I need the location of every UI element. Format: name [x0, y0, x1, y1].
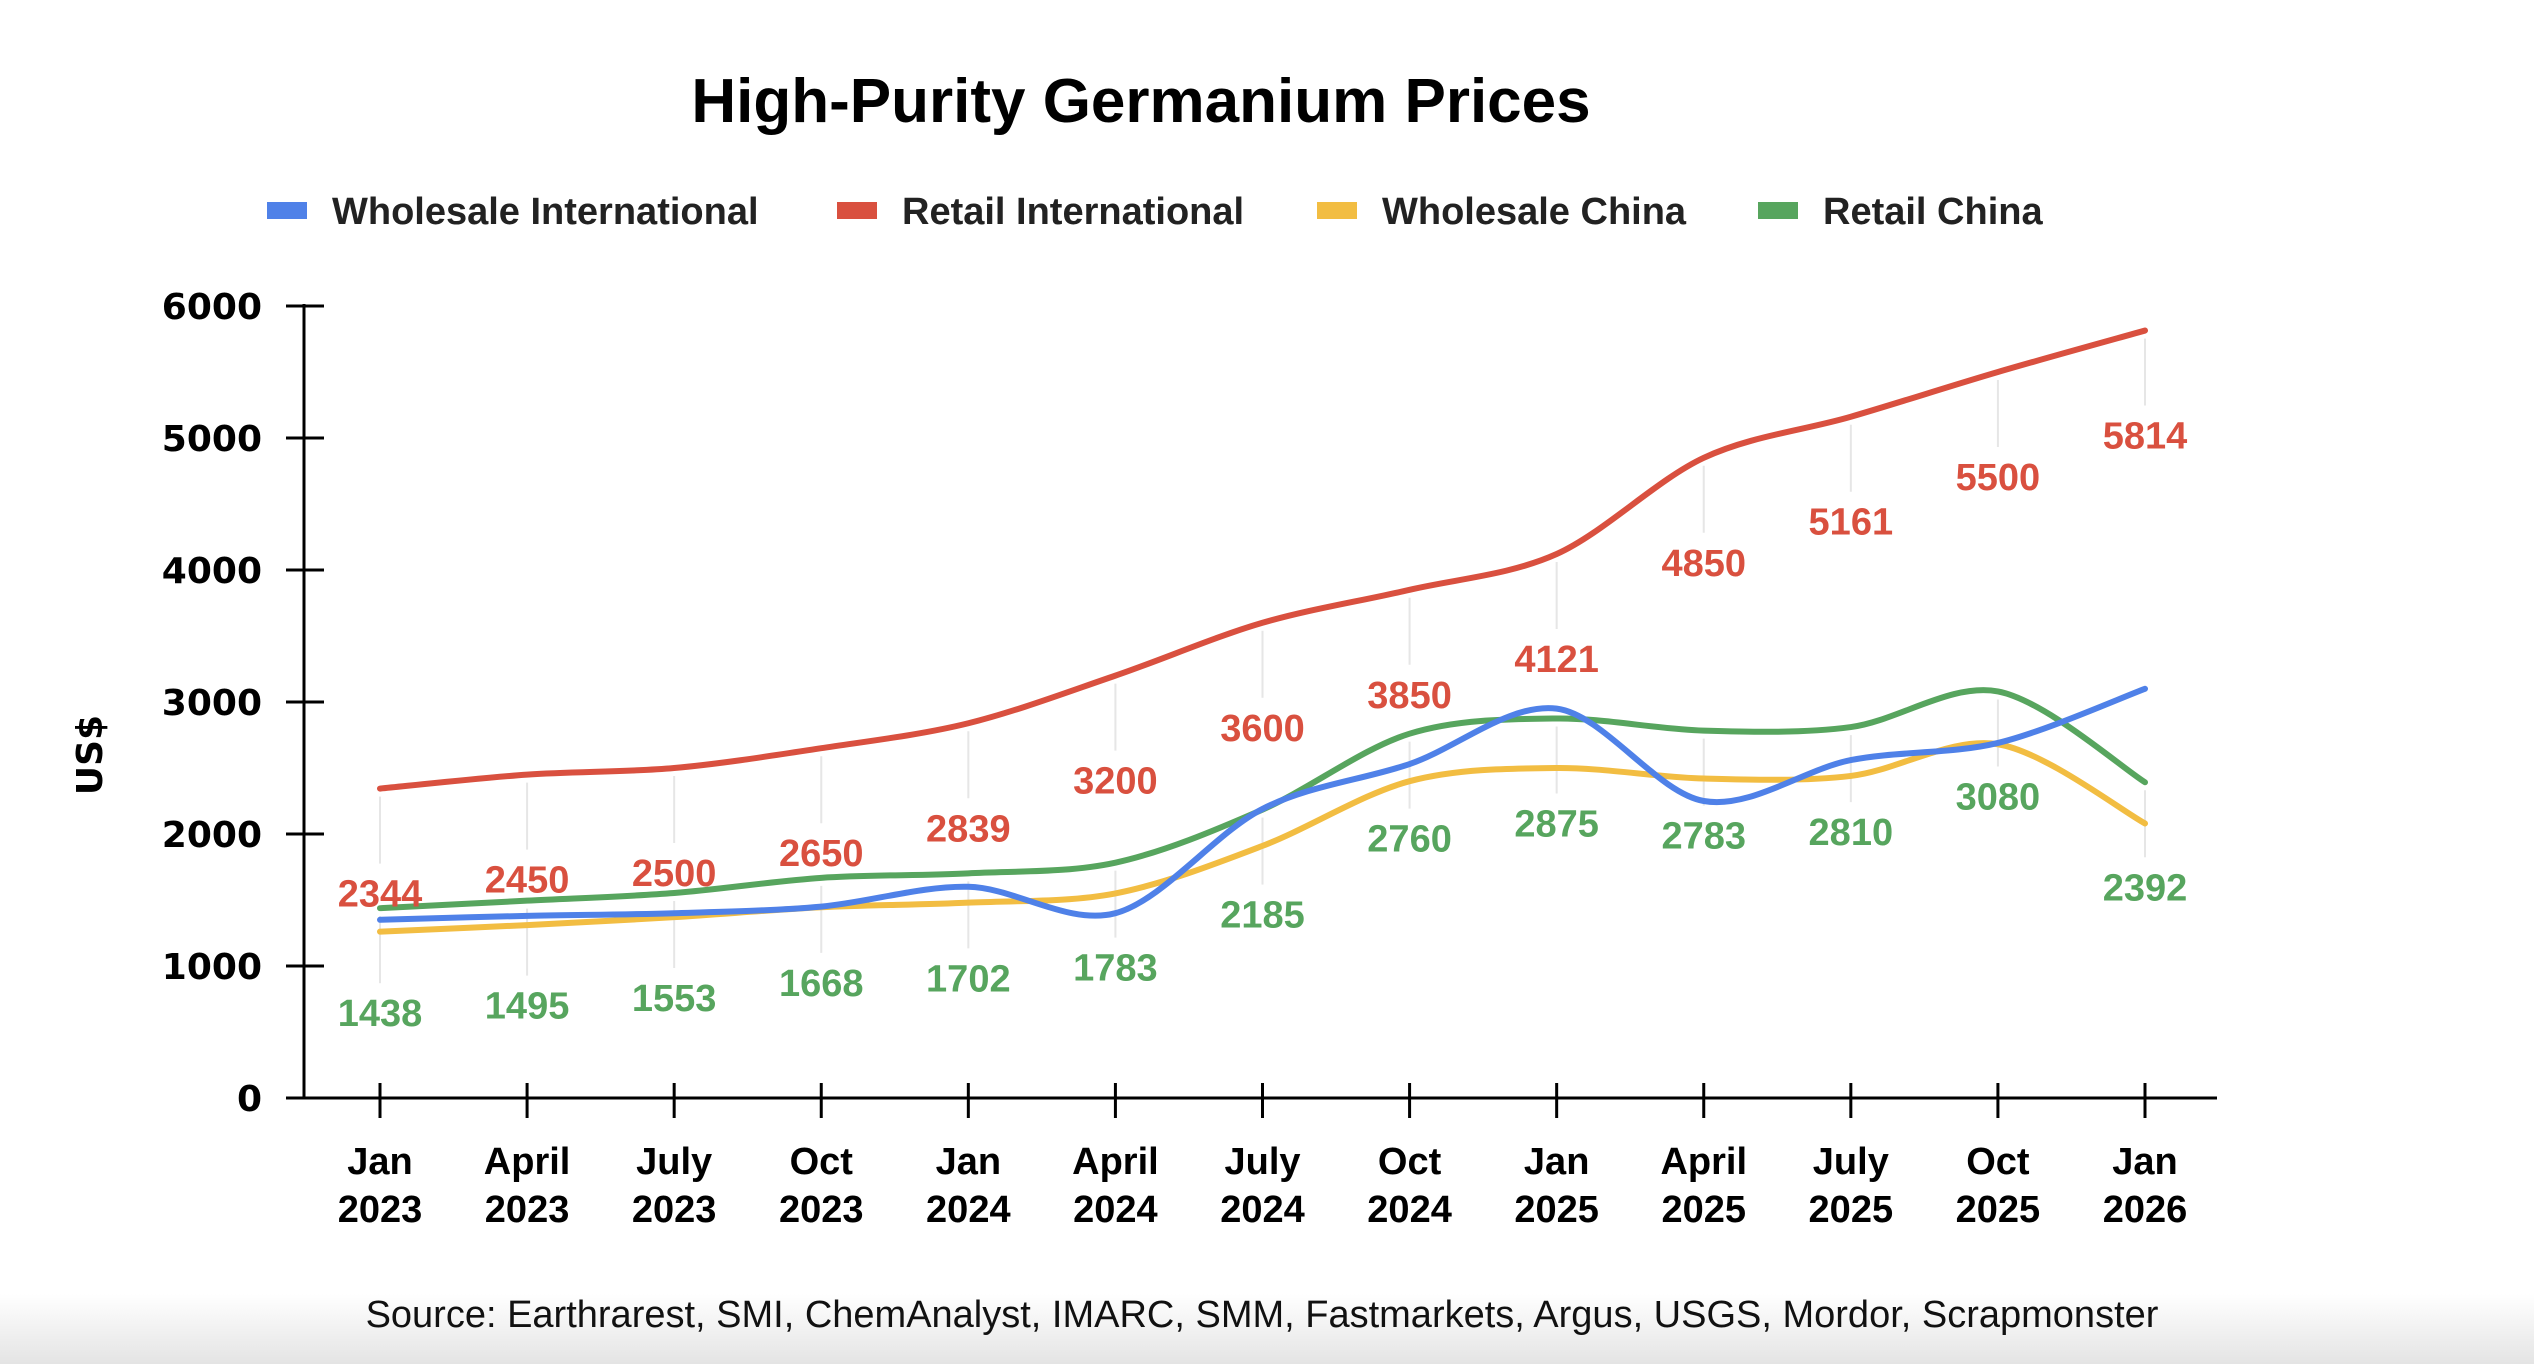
x-tick-label-year: 2024 [926, 1189, 1011, 1231]
x-tick-label-month: July [636, 1141, 712, 1183]
x-tick-label-month: July [1224, 1141, 1300, 1183]
legend-swatch-4 [1758, 202, 1798, 219]
x-tick-label-month: April [484, 1141, 571, 1183]
x-tick-label-month: April [1660, 1141, 1747, 1183]
data-label-retail-international: 2344 [338, 874, 423, 916]
series-line-wholesale-china [377, 740, 2148, 935]
series-line-retail-international [377, 327, 2148, 792]
legend-label: Wholesale China [1382, 191, 1687, 233]
x-tick-label-year: 2023 [779, 1189, 864, 1231]
x-tick-label-year: 2023 [338, 1189, 423, 1231]
x-tick-label-year: 2023 [632, 1189, 717, 1231]
legend-label: Retail China [1823, 191, 2043, 233]
x-tick-label-year: 2025 [1809, 1189, 1894, 1231]
data-label-retail-china: 2392 [2103, 867, 2188, 909]
x-tick-label-year: 2026 [2103, 1189, 2188, 1231]
data-label-retail-international: 5500 [1956, 457, 2041, 499]
data-label-retail-international: 5161 [1809, 502, 1894, 544]
legend-label: Wholesale International [332, 191, 759, 233]
x-tick-label-year: 2023 [485, 1189, 570, 1231]
data-label-retail-international: 3850 [1367, 675, 1452, 717]
data-label-retail-international: 4850 [1661, 543, 1746, 585]
x-tick-label-year: 2025 [1956, 1189, 2041, 1231]
series-line-wholesale-international [377, 685, 2148, 923]
x-tick-label-month: Oct [1378, 1141, 1442, 1183]
x-tick-label-year: 2024 [1367, 1189, 1452, 1231]
data-label-retail-international: 2500 [632, 853, 717, 895]
x-tick-label-month: Jan [1524, 1141, 1589, 1183]
axes: 0 1000 2000 3000 4000 5000 6000 Jan 2023 April 202… [162, 287, 2217, 1231]
data-label-guides [379, 338, 2146, 984]
bottom-shadow [0, 1294, 2534, 1364]
data-label-retail-china: 1668 [779, 963, 864, 1005]
data-label-retail-china: 2875 [1514, 804, 1599, 846]
y-tick-label: 6000 [162, 287, 262, 328]
legend: Wholesale International Retail Internatio… [267, 191, 2043, 233]
data-label-retail-china: 1553 [632, 978, 717, 1020]
data-label-retail-china: 1783 [1073, 948, 1158, 990]
x-tick-label-year: 2025 [1514, 1189, 1599, 1231]
data-label-retail-china: 1438 [338, 993, 423, 1035]
y-tick-label: 3000 [162, 683, 262, 724]
legend-swatch-3 [1317, 202, 1357, 219]
x-tick-label-month: Oct [790, 1141, 854, 1183]
x-tick-label-year: 2025 [1661, 1189, 1746, 1231]
legend-swatch-1 [267, 202, 307, 219]
y-tick-label: 0 [237, 1079, 262, 1120]
data-label-retail-china: 2760 [1367, 819, 1452, 861]
y-axis-label: US$ [70, 715, 111, 795]
x-tick-label-month: Jan [347, 1141, 412, 1183]
series-lines [377, 327, 2148, 935]
data-label-retail-china: 2783 [1661, 816, 1746, 858]
data-label-retail-international: 5814 [2103, 416, 2188, 458]
legend-label: Retail International [902, 191, 1244, 233]
x-tick-label-year: 2024 [1073, 1189, 1158, 1231]
data-label-retail-china: 2810 [1809, 812, 1894, 854]
data-label-retail-china: 1702 [926, 958, 1011, 1000]
x-tick-label-month: Oct [1966, 1141, 2030, 1183]
x-tick-label-month: Jan [2112, 1141, 2177, 1183]
data-label-retail-international: 3600 [1220, 708, 1305, 750]
x-tick-label-month: Jan [936, 1141, 1001, 1183]
data-label-retail-china: 1495 [485, 986, 570, 1028]
data-label-retail-china: 3080 [1956, 776, 2041, 818]
data-label-retail-international: 2650 [779, 833, 864, 875]
x-tick-label-month: July [1813, 1141, 1889, 1183]
y-tick-label: 1000 [162, 947, 262, 988]
data-label-retail-international: 2839 [926, 808, 1011, 850]
y-tick-label: 2000 [162, 815, 262, 856]
data-labels: 2344 2450 2500 2650 2839 3200 3600 3850 4121 4850… [338, 416, 2188, 1036]
data-label-retail-international: 2450 [485, 860, 570, 902]
x-tick-label-year: 2024 [1220, 1189, 1305, 1231]
y-tick-label: 4000 [162, 551, 262, 592]
data-label-retail-international: 4121 [1514, 639, 1599, 681]
data-label-retail-china: 2185 [1220, 895, 1305, 937]
chart-title: High-Purity Germanium Prices [691, 67, 1590, 136]
source-note: Source: Earthrarest, SMI, ChemAnalyst, I… [366, 1294, 2159, 1336]
legend-swatch-2 [837, 202, 877, 219]
y-tick-label: 5000 [162, 419, 262, 460]
x-tick-label-month: April [1072, 1141, 1159, 1183]
data-label-retail-international: 3200 [1073, 761, 1158, 803]
